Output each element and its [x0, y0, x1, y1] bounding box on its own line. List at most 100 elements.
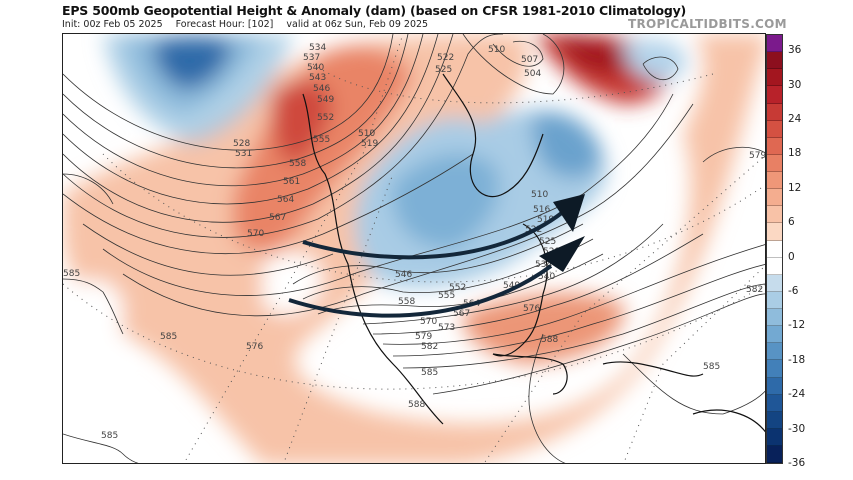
init-time: Init: 00z Feb 05 2025 [62, 19, 163, 30]
colorbar-tick-label: -24 [788, 388, 806, 401]
contour-label: 567 [269, 213, 286, 223]
contour-label: 522 [437, 53, 454, 63]
contour-label: 510 [358, 129, 375, 139]
colorbar-swatch [767, 189, 782, 207]
contour-label: 555 [313, 135, 330, 145]
contour-label: 525 [539, 237, 556, 247]
colorbar-tick-label: -18 [788, 353, 806, 366]
contour-label: 585 [63, 269, 80, 279]
contour-label: 540 [538, 272, 555, 282]
valid-time: valid at 06z Sun, Feb 09 2025 [286, 19, 429, 30]
colorbar-tick-label: -6 [788, 285, 799, 297]
colorbar-tick-label: 6 [788, 216, 795, 229]
contour-label: 504 [524, 69, 541, 79]
colorbar-swatch [767, 120, 782, 138]
colorbar-swatch [767, 446, 782, 464]
coastlines [302, 73, 765, 433]
contour-label: 558 [398, 297, 415, 307]
contour-label: 585 [421, 368, 438, 378]
contour-label: 585 [160, 332, 177, 342]
contour-label: 519 [361, 139, 378, 149]
forecast-hour: Forecast Hour: [102] [175, 19, 274, 30]
colorbar-swatch [767, 343, 782, 361]
colorbar-tick-label: 12 [788, 181, 802, 194]
southern-arrowhead-icon [539, 236, 585, 272]
contour-label: 546 [313, 84, 330, 94]
colorbar-swatch [767, 360, 782, 378]
contour-label: 546 [395, 270, 412, 280]
colorbar-swatch [767, 274, 782, 292]
contour-label: 579 [415, 332, 432, 342]
colorbar-tick-label: -36 [788, 457, 806, 469]
contour-label: 570 [420, 317, 437, 327]
contour-label: 588 [408, 400, 425, 410]
contour-label: 555 [438, 291, 455, 301]
contour-label: 582 [421, 342, 438, 352]
contour-label: 519 [537, 215, 554, 225]
contour-label: 537 [303, 53, 320, 63]
anomaly-shading [63, 34, 765, 463]
colorbar-tick-label: -30 [788, 422, 806, 435]
map-canvas: 5105195285315345375405435465495525555585… [63, 34, 765, 463]
contour-label: 585 [101, 431, 118, 441]
colorbar-swatch [767, 86, 782, 104]
contour-label: 549 [503, 281, 520, 291]
colorbar-tick-label: 30 [788, 78, 802, 91]
anomaly-colorbar [766, 34, 783, 464]
colorbar-swatch [767, 223, 782, 241]
contour-label: 531 [235, 149, 252, 159]
colorbar-swatch [767, 257, 782, 275]
contour-label: 582 [746, 285, 763, 295]
colorbar-swatch [767, 52, 782, 70]
contour-label: 549 [317, 95, 334, 105]
colorbar-swatch [767, 137, 782, 155]
contour-label: 543 [309, 73, 326, 83]
site-watermark: TROPICALTIDBITS.COM [628, 17, 787, 31]
contour-label: 576 [523, 304, 540, 314]
contour-label: 510 [488, 45, 505, 55]
colorbar-swatch [767, 291, 782, 309]
contour-label: 573 [438, 323, 455, 333]
colorbar-swatch [767, 154, 782, 172]
colorbar-swatch [767, 240, 782, 258]
colorbar-tick-label: 36 [788, 44, 802, 57]
contour-label: 564 [277, 195, 294, 205]
colorbar-swatch [767, 377, 782, 395]
contour-label: 552 [317, 113, 334, 123]
contour-label: 576 [246, 342, 263, 352]
southern-trough-flow-arrow [288, 264, 553, 318]
colorbar-swatch [767, 206, 782, 224]
contour-label: 510 [531, 190, 548, 200]
colorbar-swatch [767, 428, 782, 446]
chart-subtitle: Init: 00z Feb 05 2025 Forecast Hour: [10… [62, 19, 438, 30]
contour-label: 540 [307, 63, 324, 73]
contour-label: 525 [435, 65, 452, 75]
contour-label: 528 [233, 139, 250, 149]
colorbar-swatch [767, 103, 782, 121]
lat-lon-grid [63, 34, 765, 463]
colorbar-swatch [767, 69, 782, 87]
anomaly-map: 510 519 528 531 534 537 540 543 546 549 552 555 558 5… [62, 33, 766, 464]
contour-label: 558 [289, 159, 306, 169]
chart-title: EPS 500mb Geopotential Height & Anomaly … [62, 3, 687, 18]
contour-label: 516 [533, 205, 550, 215]
contour-label: 588 [541, 335, 558, 345]
height-contours [63, 34, 765, 463]
colorbar-swatch [767, 309, 782, 327]
contour-label: 585 [703, 362, 720, 372]
colorbar-tick-label: 0 [788, 250, 795, 263]
contour-label: 561 [283, 177, 300, 187]
contour-label: 567 [453, 309, 470, 319]
contour-label: 552 [449, 283, 466, 293]
northern-arrowhead-icon [553, 194, 585, 232]
colorbar-swatch [767, 394, 782, 412]
colorbar-swatch [767, 411, 782, 429]
contour-label: 507 [521, 55, 538, 65]
flow-arrows [288, 194, 585, 318]
colorbar-tick-label: 18 [788, 147, 802, 160]
contour-label: 534 [535, 260, 552, 270]
colorbar-swatch [767, 172, 782, 190]
colorbar-swatch [767, 35, 782, 53]
colorbar-tick-label: -12 [788, 319, 806, 332]
northern-trough-flow-arrow [302, 210, 565, 260]
